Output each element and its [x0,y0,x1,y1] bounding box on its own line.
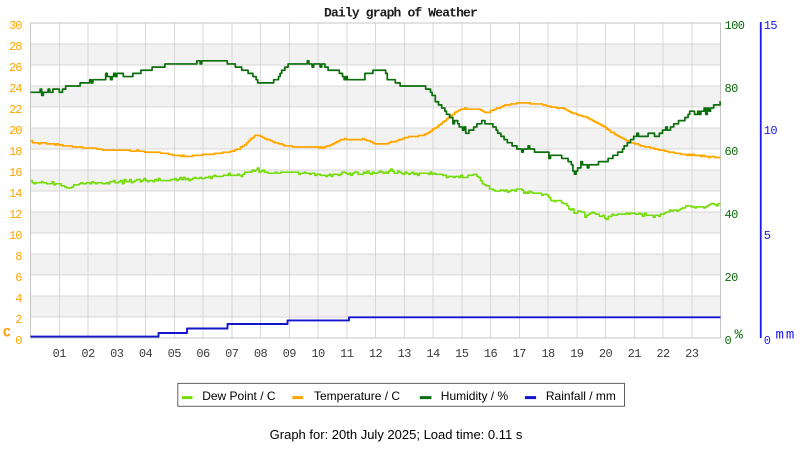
svg-text:15: 15 [764,19,778,33]
svg-text:Dew Point / C: Dew Point / C [202,389,276,403]
svg-text:5: 5 [764,229,771,243]
svg-text:mm: mm [776,328,797,344]
svg-text:Humidity / %: Humidity / % [441,389,509,403]
svg-text:C: C [3,326,11,341]
svg-text:40: 40 [725,208,739,222]
svg-text:0: 0 [725,334,732,348]
svg-text:10: 10 [311,347,325,361]
svg-text:08: 08 [254,347,268,361]
svg-text:60: 60 [725,145,739,159]
svg-text:17: 17 [513,347,527,361]
svg-text:16: 16 [9,166,22,180]
svg-text:4: 4 [15,292,22,306]
svg-text:Rainfall / mm: Rainfall / mm [546,389,616,403]
svg-text:10: 10 [9,229,22,243]
svg-text:07: 07 [225,347,239,361]
svg-text:30: 30 [9,19,22,33]
svg-text:22: 22 [9,103,22,117]
svg-text:23: 23 [685,347,699,361]
svg-text:2: 2 [15,313,22,327]
svg-text:20: 20 [599,347,613,361]
svg-text:18: 18 [541,347,555,361]
svg-text:14: 14 [9,187,22,201]
svg-text:20: 20 [725,271,739,285]
svg-text:8: 8 [15,250,22,264]
svg-text:0: 0 [764,334,771,348]
svg-text:6: 6 [15,271,22,285]
svg-text:05: 05 [168,347,182,361]
svg-text:11: 11 [340,347,354,361]
svg-text:28: 28 [9,40,22,54]
svg-text:04: 04 [139,347,153,361]
svg-text:14: 14 [426,347,440,361]
svg-text:01: 01 [53,347,67,361]
svg-text:19: 19 [570,347,584,361]
svg-text:0: 0 [15,334,22,348]
svg-text:22: 22 [656,347,670,361]
svg-text:13: 13 [398,347,412,361]
svg-text:12: 12 [9,208,22,222]
svg-text:100: 100 [725,19,745,33]
svg-text:80: 80 [725,82,739,96]
svg-text:09: 09 [283,347,297,361]
svg-text:Daily graph of Weather: Daily graph of Weather [324,6,477,21]
svg-text:16: 16 [484,347,498,361]
svg-text:02: 02 [81,347,95,361]
svg-text:06: 06 [196,347,210,361]
svg-text:26: 26 [9,61,22,75]
svg-text:10: 10 [764,124,778,138]
svg-text:Graph for: 20th July 2025; Loa: Graph for: 20th July 2025; Load time: 0.… [270,427,523,442]
svg-text:15: 15 [455,347,469,361]
svg-text:18: 18 [9,145,22,159]
svg-text:Temperature / C: Temperature / C [314,389,400,403]
svg-text:20: 20 [9,124,22,138]
svg-text:24: 24 [9,82,22,96]
svg-text:12: 12 [369,347,383,361]
svg-text:%: % [735,328,744,344]
svg-text:03: 03 [110,347,124,361]
svg-text:21: 21 [628,347,642,361]
